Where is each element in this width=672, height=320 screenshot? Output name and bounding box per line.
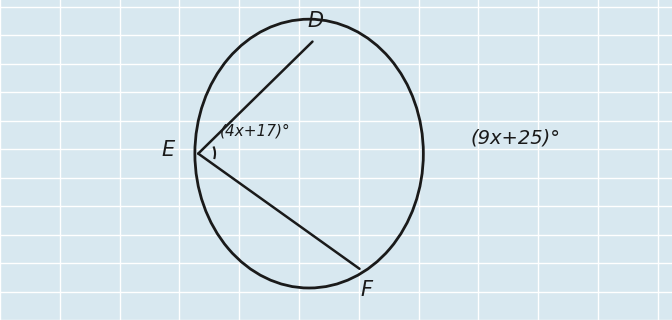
- Text: (4x+17)°: (4x+17)°: [220, 124, 291, 139]
- Text: F: F: [360, 280, 372, 300]
- Text: D: D: [308, 11, 324, 31]
- Text: (9x+25)°: (9x+25)°: [470, 128, 560, 147]
- Text: E: E: [161, 140, 175, 160]
